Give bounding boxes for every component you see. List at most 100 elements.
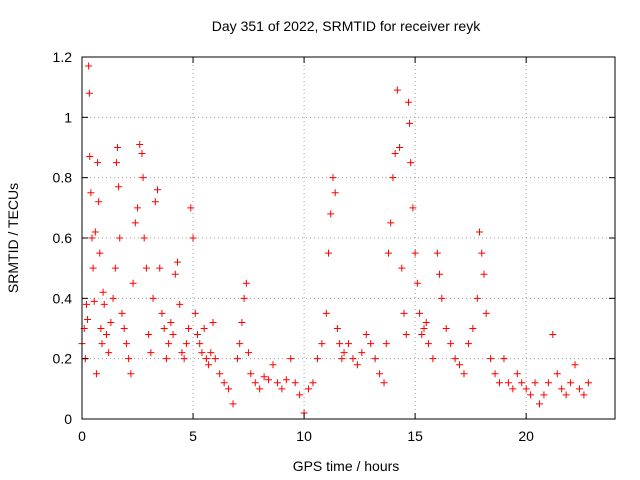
data-point-marker [535, 400, 543, 408]
data-point-marker [527, 391, 535, 399]
data-point-marker [156, 264, 164, 272]
x-tick-label: 10 [296, 428, 312, 444]
data-point-marker [240, 294, 248, 302]
data-point-marker [95, 198, 103, 206]
data-point-marker [447, 340, 455, 348]
data-point-marker [154, 186, 162, 194]
data-point-marker [182, 340, 190, 348]
data-point-marker [87, 189, 95, 197]
data-point-marker [400, 309, 408, 317]
data-point-marker [362, 331, 370, 339]
data-point-marker [329, 174, 337, 182]
data-point-marker [105, 349, 113, 357]
data-point-marker [562, 391, 570, 399]
data-point-marker [88, 234, 96, 242]
data-point-marker [442, 325, 450, 332]
data-point-marker [409, 204, 417, 212]
data-point-marker [109, 294, 117, 302]
y-tick-label: 1.2 [53, 49, 73, 65]
data-point-marker [178, 349, 186, 357]
data-point-marker [396, 144, 404, 151]
data-point-marker [160, 325, 168, 332]
data-point-marker [371, 355, 379, 363]
data-point-marker [171, 270, 179, 278]
data-point-marker [296, 391, 304, 399]
data-point-marker [191, 309, 199, 317]
data-point-marker [322, 309, 330, 317]
data-point-marker [136, 140, 144, 148]
data-point-marker [553, 370, 561, 378]
x-axis-label: GPS time / hours [293, 458, 400, 474]
data-point-marker [238, 318, 246, 326]
data-point-marker [225, 385, 233, 393]
data-point-marker [145, 331, 153, 339]
y-tick-label: 0.2 [53, 351, 73, 367]
data-point-marker [162, 355, 170, 363]
data-point-marker [112, 159, 120, 167]
data-point-marker [202, 355, 210, 363]
data-point-marker [406, 119, 414, 127]
data-point-marker [478, 249, 486, 257]
data-point-marker [278, 385, 286, 393]
data-point-marker [402, 331, 410, 339]
data-point-marker [349, 355, 357, 363]
data-point-marker [165, 340, 173, 348]
x-tick-label: 20 [518, 428, 534, 444]
data-point-marker [282, 376, 290, 384]
data-point-marker [198, 349, 206, 357]
data-point-marker [193, 331, 201, 339]
data-point-marker [94, 159, 102, 167]
data-point-marker [456, 361, 464, 369]
data-point-marker [391, 150, 399, 158]
data-point-marker [89, 264, 97, 272]
data-point-marker [118, 309, 126, 317]
data-point-marker [173, 258, 181, 266]
data-point-marker [309, 379, 317, 387]
data-point-marker [407, 159, 415, 167]
data-point-marker [393, 86, 401, 94]
data-point-marker [580, 391, 588, 399]
data-point-marker [571, 361, 579, 369]
data-point-marker [451, 355, 459, 363]
data-point-marker [544, 379, 552, 387]
data-point-marker [367, 340, 375, 348]
data-series-srmtid [78, 62, 592, 417]
data-point-marker [522, 385, 530, 393]
data-point-marker [265, 376, 273, 384]
data-point-marker [92, 370, 100, 378]
data-point-marker [245, 349, 253, 357]
data-point-marker [338, 355, 346, 363]
data-point-marker [318, 340, 326, 348]
data-point-marker [398, 264, 406, 272]
data-point-marker [169, 331, 177, 339]
data-point-marker [134, 204, 142, 212]
data-point-marker [111, 264, 119, 272]
data-point-marker [333, 325, 341, 332]
data-point-marker [473, 294, 481, 302]
data-point-marker [331, 189, 339, 197]
data-point-marker [438, 294, 446, 302]
y-tick-label: 1 [64, 109, 72, 125]
data-point-marker [433, 249, 441, 257]
data-point-marker [260, 373, 268, 381]
data-point-marker [115, 183, 123, 191]
data-point-marker [584, 379, 592, 387]
data-point-marker [353, 361, 361, 369]
data-point-marker [549, 331, 557, 339]
data-point-marker [411, 249, 419, 257]
data-point-marker [98, 340, 106, 348]
data-point-marker [97, 325, 105, 332]
data-point-marker [575, 385, 583, 393]
data-point-marker [384, 249, 392, 257]
data-point-marker [120, 325, 128, 332]
data-point-marker [540, 391, 548, 399]
x-tick-label: 15 [407, 428, 423, 444]
data-point-marker [114, 144, 122, 151]
data-point-marker [460, 370, 468, 378]
data-point-marker [305, 385, 313, 393]
y-tick-label: 0.4 [53, 290, 73, 306]
x-tick-label: 0 [78, 428, 86, 444]
data-point-marker [509, 385, 517, 393]
data-point-marker [84, 315, 92, 323]
